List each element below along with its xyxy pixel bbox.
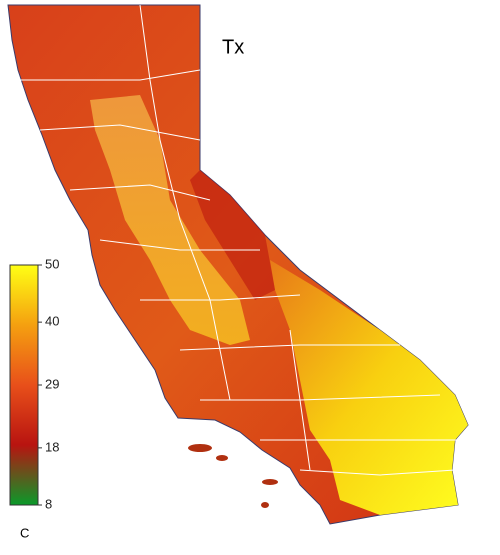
colorbar-unit: C [20, 525, 29, 540]
colorbar-tick-label: 18 [45, 439, 59, 454]
colorbar-tick-label: 29 [45, 376, 59, 391]
colorbar-tick-label: 40 [45, 314, 59, 329]
colorbar-tick-label: 8 [45, 496, 52, 511]
colorbar-tick-label: 50 [45, 256, 59, 271]
colorbar-gradient [9, 264, 39, 506]
county-lines [20, 4, 460, 476]
state-map [7, 4, 469, 525]
mountains [190, 170, 275, 300]
map-title: Tx [222, 36, 244, 58]
desert [270, 260, 468, 515]
islands [188, 444, 278, 508]
colorbar: 50 40 29 18 8 [9, 256, 59, 511]
central-valley [90, 95, 250, 345]
